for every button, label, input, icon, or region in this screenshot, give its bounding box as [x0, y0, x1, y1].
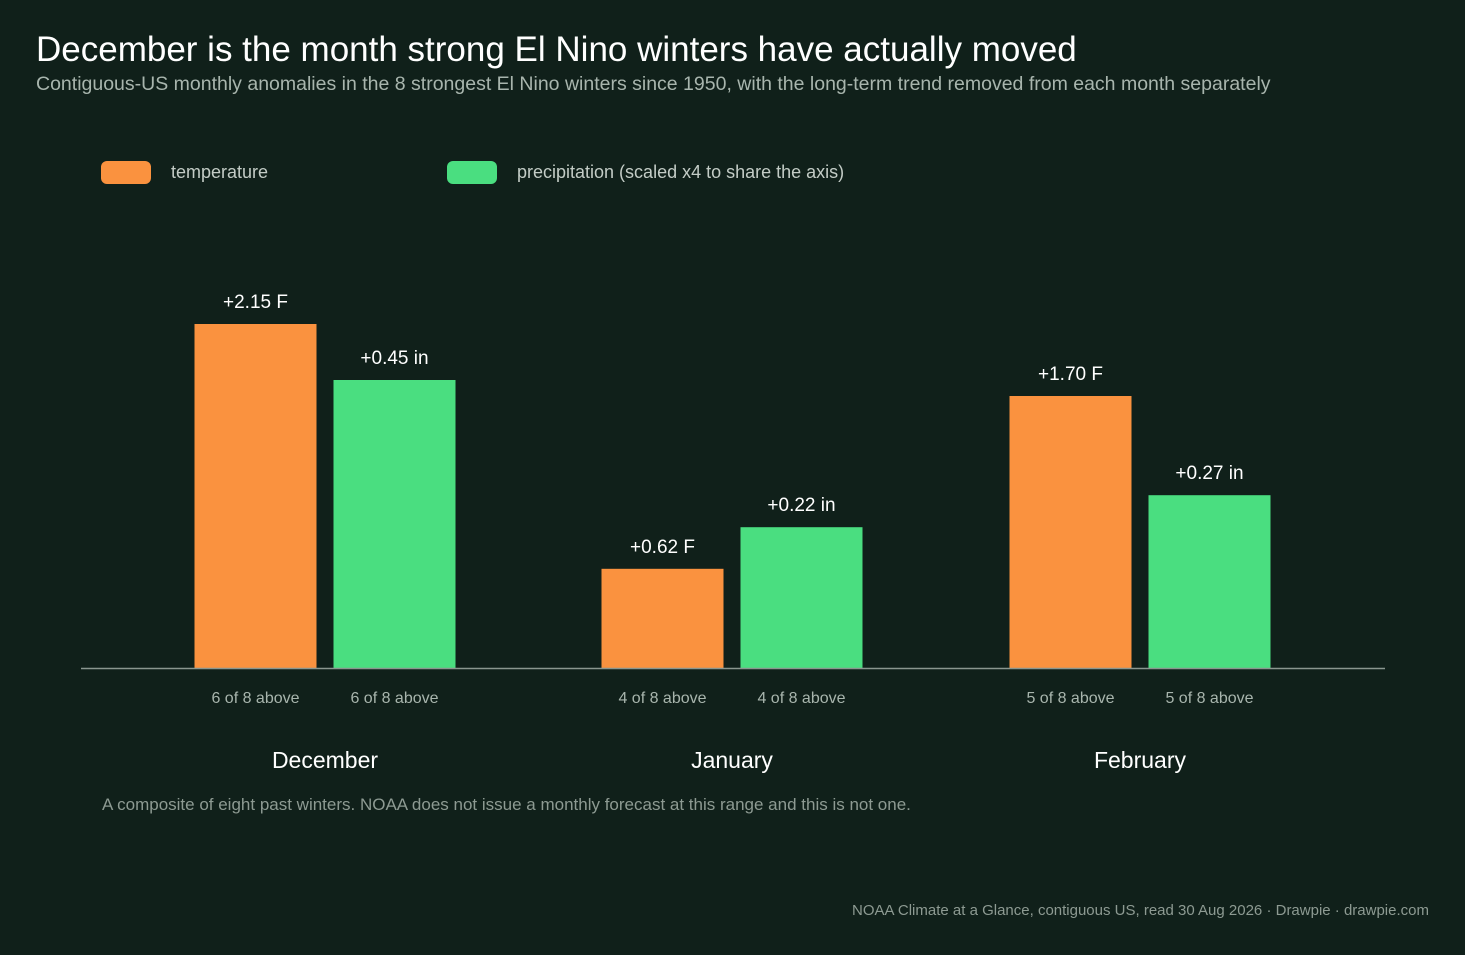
bar-precipitation-january — [740, 527, 863, 668]
legend-label-temperature: temperature — [171, 161, 269, 182]
bar-precipitation-december — [333, 380, 456, 668]
footnote: A composite of eight past winters. NOAA … — [102, 795, 911, 814]
bar-temperature-february — [1009, 396, 1132, 668]
value-label-precipitation-february: +0.27 in — [1175, 463, 1243, 484]
count-label-precipitation-december: 6 of 8 above — [350, 690, 438, 707]
source-credit: NOAA Climate at a Glance, contiguous US,… — [852, 902, 1429, 919]
count-label-temperature-december: 6 of 8 above — [211, 690, 299, 707]
value-label-temperature-january: +0.62 F — [630, 537, 695, 558]
legend-item-precipitation: precipitation (scaled x4 to share the ax… — [447, 160, 844, 184]
legend-swatch-temperature — [101, 160, 151, 184]
count-label-precipitation-january: 4 of 8 above — [757, 690, 845, 707]
bar-chart: +2.15 F 6 of 8 above +0.45 in 6 of 8 above D… — [81, 292, 1385, 773]
bar-temperature-december — [194, 324, 317, 668]
category-label-january: January — [691, 747, 773, 773]
value-label-temperature-december: +2.15 F — [223, 292, 288, 313]
chart-title: December is the month strong El Nino win… — [36, 30, 1077, 69]
legend-swatch-precipitation — [447, 160, 497, 184]
value-label-temperature-february: +1.70 F — [1038, 364, 1103, 385]
chart-subtitle: Contiguous-US monthly anomalies in the 8… — [36, 73, 1271, 95]
legend-item-temperature: temperature — [101, 160, 268, 184]
category-label-february: February — [1094, 747, 1187, 773]
count-label-temperature-january: 4 of 8 above — [618, 690, 706, 707]
category-label-december: December — [272, 747, 378, 773]
value-label-precipitation-january: +0.22 in — [767, 495, 835, 516]
count-label-temperature-february: 5 of 8 above — [1026, 690, 1114, 707]
value-label-precipitation-december: +0.45 in — [360, 348, 428, 369]
count-label-precipitation-february: 5 of 8 above — [1165, 690, 1253, 707]
legend-label-precipitation: precipitation (scaled x4 to share the ax… — [517, 161, 845, 182]
bar-precipitation-february — [1148, 495, 1271, 668]
bar-temperature-january — [601, 568, 724, 668]
